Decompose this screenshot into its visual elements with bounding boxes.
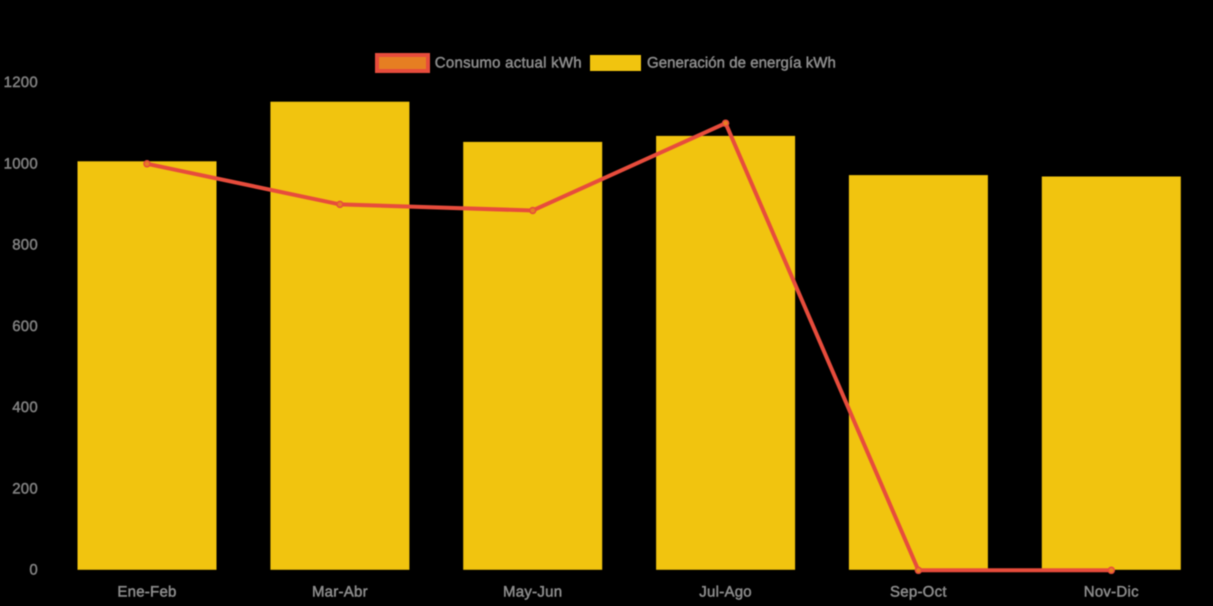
svg-text:1200: 1200 — [4, 74, 38, 91]
svg-text:0: 0 — [29, 562, 38, 579]
svg-text:Jul-Ago: Jul-Ago — [699, 584, 752, 601]
svg-text:400: 400 — [12, 399, 38, 416]
svg-text:Mar-Abr: Mar-Abr — [312, 584, 368, 601]
svg-text:Generación de energía kWh: Generación de energía kWh — [647, 54, 836, 71]
svg-text:Sep-Oct: Sep-Oct — [890, 584, 947, 601]
svg-text:Consumo actual kWh: Consumo actual kWh — [435, 54, 582, 71]
svg-text:1000: 1000 — [4, 155, 38, 172]
svg-text:May-Jun: May-Jun — [503, 584, 562, 601]
svg-text:200: 200 — [12, 480, 38, 497]
svg-text:Ene-Feb: Ene-Feb — [117, 584, 176, 601]
svg-text:Nov-Dic: Nov-Dic — [1084, 584, 1139, 601]
svg-text:600: 600 — [12, 318, 38, 335]
svg-text:800: 800 — [12, 237, 38, 254]
